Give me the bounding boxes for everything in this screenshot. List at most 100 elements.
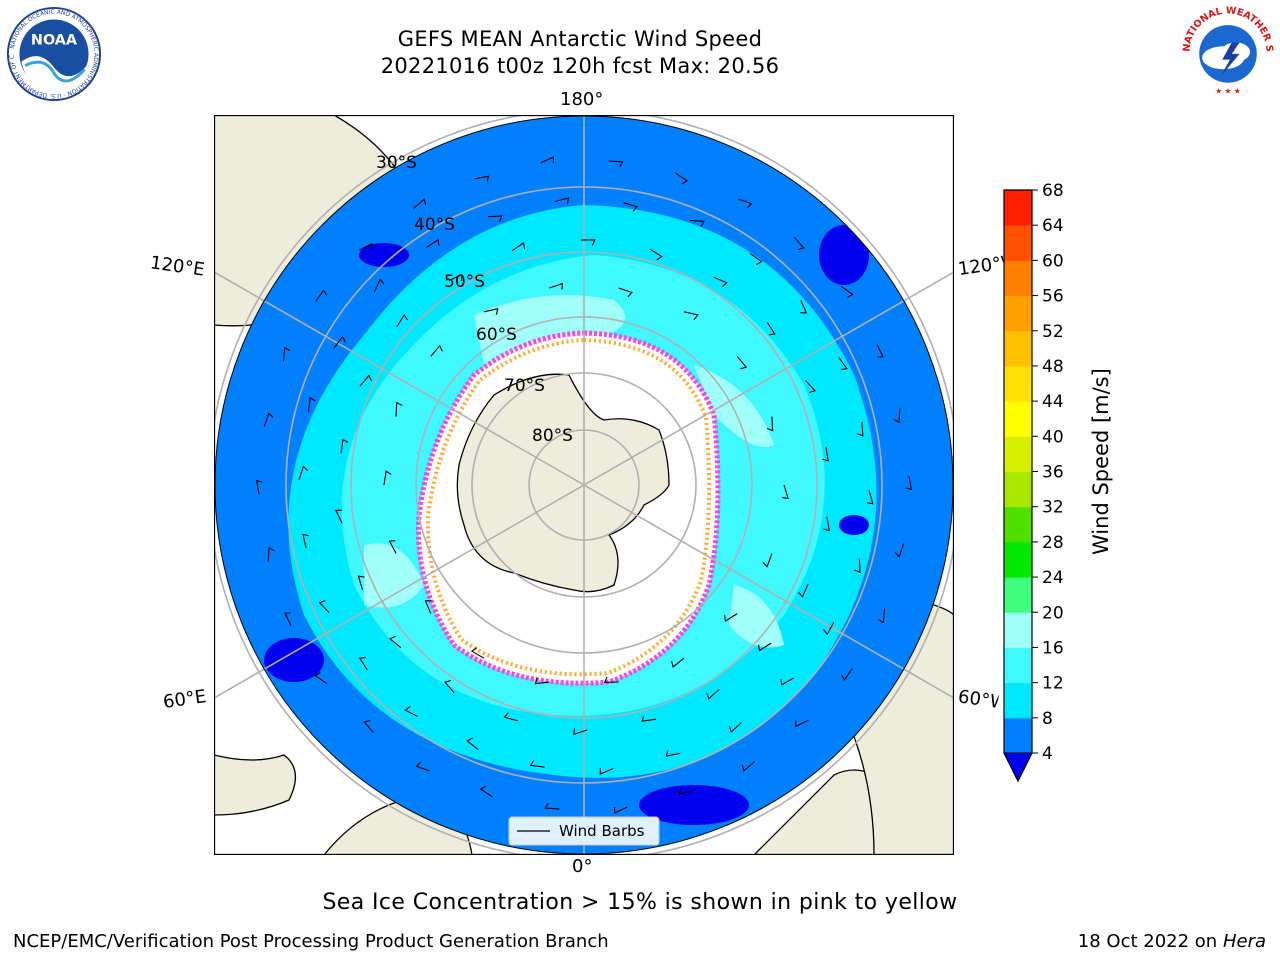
lon-label-0: 0° (572, 856, 593, 877)
wind-barb (358, 656, 368, 671)
sea-ice-edge-inner (425, 337, 712, 677)
wind-barb (267, 546, 275, 562)
credits-left: NCEP/EMC/Verification Post Processing Pr… (13, 931, 609, 952)
wind-barb (857, 421, 864, 437)
wind-barb (580, 239, 596, 246)
wind-barb (706, 688, 720, 700)
colorbar-tick-label: 68 (1042, 181, 1064, 201)
wind-barb (314, 672, 328, 684)
wind-barb (675, 172, 689, 185)
wind-barb (780, 677, 795, 686)
wind-barb (671, 657, 685, 668)
lat-label-70: 70°S (504, 376, 545, 396)
wind-barb (308, 396, 316, 412)
wind-barb (470, 647, 485, 659)
wind-barb (641, 715, 657, 722)
wind-barb (683, 311, 699, 321)
colorbar-tick-label: 36 (1042, 463, 1064, 483)
wind-barb (404, 705, 419, 717)
map-panel: 30°S 40°S 50°S 60°S 70°S 80°S Wind Barbs (214, 115, 954, 855)
wind-barb (430, 344, 443, 357)
wind-barb (549, 282, 564, 290)
wind-barb (415, 761, 430, 772)
wind-barb (474, 175, 490, 183)
wind-barb (758, 642, 772, 652)
colorbar-extend-triangle (1003, 752, 1033, 783)
colorbar-tick-label: 40 (1042, 427, 1064, 447)
map-frame (214, 115, 954, 855)
svg-text:★ ★ ★: ★ ★ ★ (1215, 86, 1241, 95)
colorbar-tick-label: 60 (1042, 251, 1064, 271)
wind-barb (511, 241, 526, 252)
lon-label-60e: 60°E (161, 686, 208, 713)
wind-barb (603, 676, 619, 683)
wind-barb (823, 516, 830, 532)
colorbar-tick-label: 52 (1042, 322, 1064, 342)
colorbar-segment (1004, 436, 1032, 472)
wind-barb (741, 761, 755, 772)
wind-barb (357, 575, 365, 590)
credits-host: Hera (1222, 931, 1266, 952)
wind-barb (838, 356, 848, 371)
wind-barb (298, 465, 309, 480)
colorbar-segment (1004, 577, 1032, 613)
colorbar-segment (1004, 190, 1032, 226)
wind-barb (340, 438, 349, 454)
colorbar-tick-label: 12 (1042, 674, 1064, 694)
wind-barb (483, 307, 499, 315)
antarctica (456, 373, 670, 593)
wind-barb (554, 197, 570, 205)
colorbar-segment (1004, 260, 1032, 297)
wind-barb (363, 719, 375, 734)
wind-barb (766, 416, 774, 432)
wind-barb (877, 608, 886, 624)
wind-barb (608, 160, 624, 168)
wind-barb (318, 600, 330, 614)
colorbar-label: Wind Speed [m/s] (1089, 368, 1113, 555)
colorbar-tick-label: 64 (1042, 216, 1064, 236)
wind-barb (724, 613, 738, 623)
wind-barb (466, 737, 479, 751)
colorbar-segment (1004, 401, 1032, 437)
noaa-logo-text: NOAA (31, 32, 78, 48)
wind-barb (315, 289, 328, 302)
wind-barb (540, 156, 554, 164)
wind-barb (424, 600, 432, 614)
graticule (214, 115, 954, 855)
wind-barb (282, 346, 291, 362)
wind-barb (840, 668, 853, 681)
wind-barb (894, 543, 905, 558)
wind-barb (713, 276, 728, 288)
colorbar-tick-label: 28 (1042, 533, 1064, 553)
sea-ice-edge-outer (415, 330, 721, 686)
wind-barb (448, 273, 463, 282)
credits-date: 18 Oct 2022 on (1077, 931, 1223, 952)
wind-barb (444, 679, 455, 694)
wind-barb (728, 722, 742, 733)
colorbar-tick-label: 56 (1042, 287, 1064, 307)
wind-barb (359, 374, 373, 387)
wind-barb (396, 313, 408, 328)
colorbar-segment (1004, 612, 1032, 648)
chart-title: GEFS MEAN Antarctic Wind Speed (397, 27, 763, 51)
lat-label-50: 50°S (444, 272, 485, 292)
colorbar-frame (1003, 189, 1033, 783)
wind-barb (798, 583, 809, 598)
colorbar-segment (1004, 647, 1032, 684)
wind-barb (762, 553, 773, 568)
colorbar-segment (1004, 682, 1032, 719)
wind-barb (795, 719, 809, 728)
lat-label-30: 30°S (376, 153, 417, 173)
wind-barb (333, 335, 346, 349)
colorbar-tick-label: 8 (1042, 709, 1053, 729)
wind-barb (302, 533, 310, 549)
wind-barb (388, 540, 397, 554)
nws-logo: NATIONAL WEATHER SERVICE ★ ★ ★ (1180, 4, 1275, 98)
credits-right: 18 Oct 2022 on Hera (1078, 931, 1266, 952)
colorbar-tick-label: 20 (1042, 603, 1064, 623)
colorbar-segment (1004, 365, 1032, 402)
wind-barb (800, 299, 808, 314)
wind-barb (749, 253, 763, 266)
wind-barb (866, 490, 874, 505)
wind-barb (805, 380, 816, 394)
